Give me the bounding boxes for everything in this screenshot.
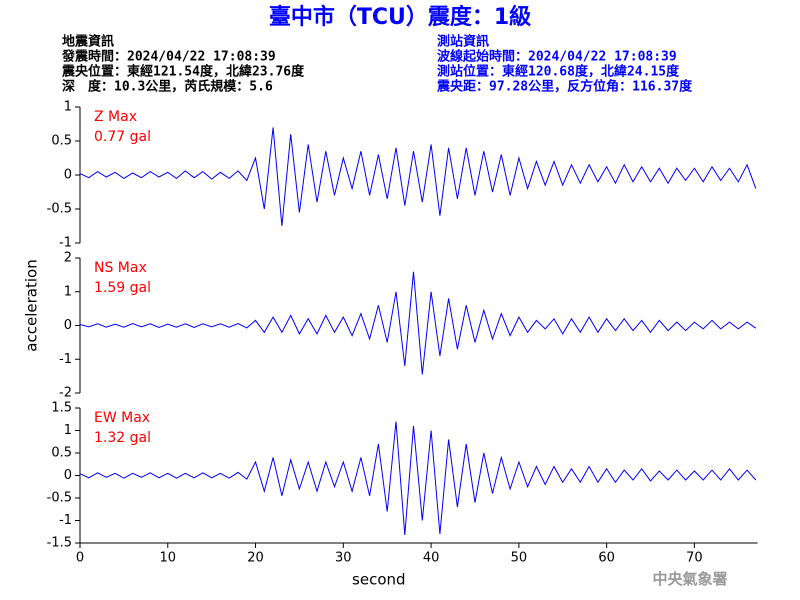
- waveform: [79, 271, 757, 375]
- watermark: 中央氣象署: [652, 570, 727, 588]
- trace-max: 1.32 gal: [94, 430, 151, 446]
- y-tick-label: 1: [64, 100, 72, 115]
- y-tick-label: -0.5: [47, 202, 72, 217]
- y-tick-label: 1: [64, 423, 72, 438]
- x-tick-label: 60: [598, 551, 615, 566]
- y-tick-label: 0: [64, 168, 72, 183]
- y-tick-label: 1: [64, 284, 72, 299]
- y-tick-label: -1: [59, 236, 72, 251]
- x-tick-label: 30: [335, 551, 352, 566]
- event-info: 發震時間：2024/04/22 17:08:39: [61, 49, 276, 65]
- station-info: 測站資訊: [437, 34, 489, 50]
- y-tick-label: 0.5: [51, 134, 72, 149]
- trace-max: 1.59 gal: [94, 280, 151, 296]
- station-info: 測站位置：東經120.68度，北緯24.15度: [437, 64, 680, 80]
- trace-label: NS Max: [94, 260, 147, 276]
- y-tick-label: -2: [59, 386, 72, 401]
- station-info: 波線起始時間：2024/04/22 17:08:39: [437, 49, 677, 65]
- y-tick-label: 0: [64, 468, 72, 483]
- event-info: 地震資訊: [62, 34, 114, 50]
- trace-label: Z Max: [94, 109, 137, 125]
- trace-label: EW Max: [94, 410, 150, 426]
- y-tick-label: -1: [59, 352, 72, 367]
- x-tick-label: 70: [686, 551, 703, 566]
- y-tick-label: -1.5: [47, 536, 72, 551]
- y-tick-label: -1: [59, 513, 72, 528]
- waveform: [79, 421, 757, 535]
- x-tick-label: 10: [159, 551, 176, 566]
- y-tick-label: 0: [64, 318, 72, 333]
- y-tick-label: -0.5: [47, 491, 72, 506]
- station-info: 震央距：97.28公里，反方位角：116.37度: [436, 79, 693, 95]
- event-info: 深 度：10.3公里，芮氏規模：5.6: [62, 79, 273, 95]
- x-tick-label: 0: [76, 551, 84, 566]
- chart-title: 臺中市（TCU）震度：1級: [269, 4, 531, 30]
- x-axis-label: second: [352, 571, 406, 589]
- y-axis-label: acceleration: [23, 259, 41, 351]
- waveform: [79, 127, 757, 227]
- x-tick-label: 40: [423, 551, 440, 566]
- trace-max: 0.77 gal: [94, 129, 151, 145]
- x-tick-label: 20: [247, 551, 264, 566]
- y-tick-label: 1.5: [51, 401, 72, 416]
- event-info: 震央位置：東經121.54度，北緯23.76度: [61, 64, 305, 80]
- y-tick-label: 2: [64, 251, 72, 266]
- y-tick-label: 0.5: [51, 446, 72, 461]
- x-tick-label: 50: [511, 551, 528, 566]
